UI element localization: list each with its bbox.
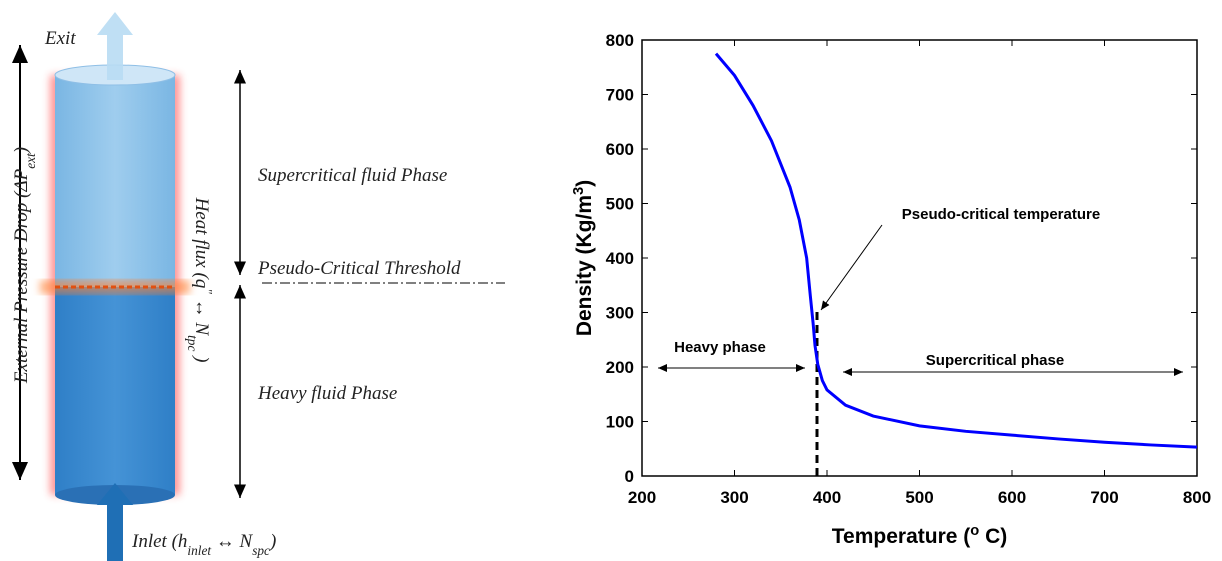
y-tick-label: 100	[606, 413, 634, 432]
label-part: Density (Kg/m	[573, 195, 596, 336]
label-part: C)	[979, 525, 1007, 548]
exit-arrow	[97, 12, 133, 80]
pressure-label: External Pressure Drop (ΔPext)	[11, 147, 38, 384]
x-tick-label: 600	[998, 488, 1026, 507]
inlet-arrow	[97, 483, 133, 561]
annotation: Supercritical phase	[926, 352, 1064, 369]
lower-phase: Heavy fluid Phase	[257, 383, 397, 404]
label-part: ↔ N	[191, 294, 212, 337]
label-part: Inlet (h	[131, 531, 187, 552]
label-part: 3	[571, 187, 587, 195]
label-part: inlet	[187, 543, 211, 558]
label-part: o	[970, 523, 979, 539]
heat-label: Heat flux (q" ↔ Ntpc )	[186, 197, 216, 363]
x-tick-label: 700	[1090, 488, 1118, 507]
annotations: Pseudo-critical temperature Heavy phase …	[658, 206, 1183, 476]
pseudo-critical-arrow	[820, 224, 883, 311]
x-tick-label: 400	[813, 488, 841, 507]
label-part: "	[201, 288, 216, 294]
label-part: ext	[23, 153, 38, 169]
annotation: Heavy phase	[674, 339, 766, 356]
y-tick-label: 700	[606, 86, 634, 105]
label-part: Heat flux (q	[191, 197, 212, 289]
label-part: spc	[252, 543, 270, 558]
label-part: ↔ N	[211, 531, 254, 552]
exit-label: Exit	[44, 28, 76, 49]
annotation: Pseudo-critical temperature	[902, 206, 1100, 223]
y-tick-label: 500	[606, 195, 634, 214]
y-tick-label: 400	[606, 249, 634, 268]
y-axis-label: Density (Kg/m3)	[571, 180, 596, 336]
x-axis-label: Temperature (o C)	[832, 523, 1007, 548]
density-line	[714, 52, 1198, 449]
upper-phase: Supercritical fluid Phase	[258, 165, 447, 186]
x-tick-label: 200	[628, 488, 656, 507]
x-tick-label: 300	[720, 488, 748, 507]
label-part: tpc	[186, 335, 201, 351]
y-tick-label: 800	[606, 31, 634, 50]
upper-fluid	[55, 75, 175, 287]
label-part: )	[191, 351, 212, 362]
inlet-label: Inlet (hinlet ↔ Nspc)	[131, 531, 276, 558]
label-part: Temperature (	[832, 525, 970, 548]
y-tick-label: 200	[606, 358, 634, 377]
label-part: )	[573, 180, 596, 187]
label-part: )	[11, 147, 32, 154]
x-tick-label: 500	[905, 488, 933, 507]
diagram: Exit Inlet (hinlet ↔ Nspc) External Pres…	[11, 12, 505, 561]
y-tick-label: 300	[606, 304, 634, 323]
y-tick-label: 600	[606, 140, 634, 159]
label-part: )	[269, 531, 276, 552]
x-tick-label: 800	[1183, 488, 1211, 507]
threshold-label: Pseudo-Critical Threshold	[257, 258, 461, 279]
label-part: External Pressure Drop (ΔP	[11, 168, 32, 384]
plot-frame	[641, 39, 1198, 477]
y-tick-label: 0	[625, 467, 634, 486]
lower-fluid	[55, 287, 175, 495]
